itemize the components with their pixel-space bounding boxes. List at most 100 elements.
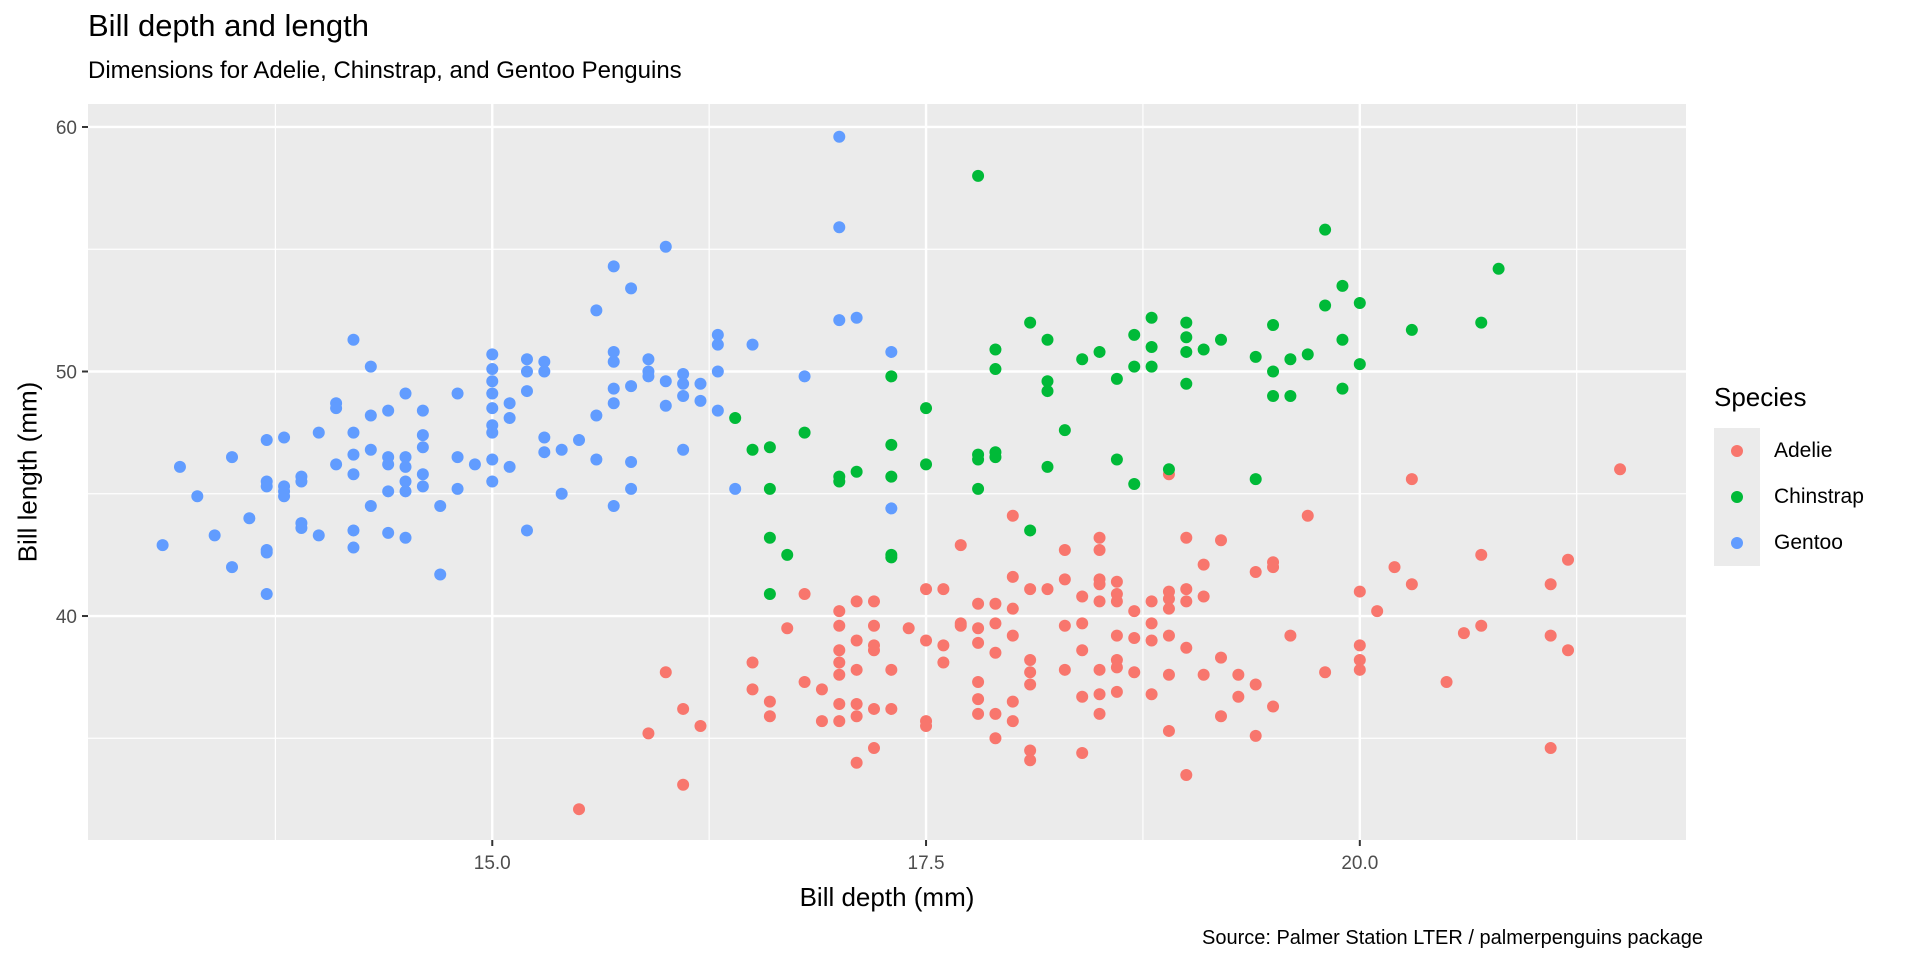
point-adelie xyxy=(798,588,811,601)
point-adelie xyxy=(1249,566,1262,579)
point-adelie xyxy=(1076,617,1089,630)
point-chinstrap xyxy=(1058,424,1071,437)
y-tick-label: 50 xyxy=(56,363,77,384)
x-tick-label: 15.0 xyxy=(474,853,511,874)
point-gentoo xyxy=(607,382,620,395)
point-adelie xyxy=(1145,595,1158,608)
point-chinstrap xyxy=(1041,375,1054,388)
point-gentoo xyxy=(399,460,412,473)
point-gentoo xyxy=(468,458,481,471)
point-gentoo xyxy=(520,385,533,398)
point-gentoo xyxy=(226,561,239,574)
point-gentoo xyxy=(191,490,204,503)
point-adelie xyxy=(867,702,880,715)
point-gentoo xyxy=(677,443,690,456)
point-chinstrap xyxy=(972,453,985,466)
point-adelie xyxy=(1232,690,1245,703)
point-chinstrap xyxy=(1267,389,1280,402)
point-chinstrap xyxy=(1145,341,1158,354)
point-adelie xyxy=(677,702,690,715)
point-gentoo xyxy=(503,460,516,473)
point-chinstrap xyxy=(1180,316,1193,329)
point-adelie xyxy=(1405,473,1418,486)
point-adelie xyxy=(1058,573,1071,586)
point-gentoo xyxy=(364,499,377,512)
point-adelie xyxy=(1562,553,1575,566)
point-gentoo xyxy=(312,529,325,542)
point-gentoo xyxy=(625,380,638,393)
point-chinstrap xyxy=(1041,460,1054,473)
legend-key xyxy=(1714,474,1760,520)
point-adelie xyxy=(1145,617,1158,630)
point-adelie xyxy=(1614,463,1627,476)
point-gentoo xyxy=(711,404,724,417)
point-gentoo xyxy=(486,453,499,466)
point-adelie xyxy=(1388,561,1401,574)
point-adelie xyxy=(972,693,985,706)
point-adelie xyxy=(1180,583,1193,596)
x-axis-label: Bill depth (mm) xyxy=(799,882,975,912)
chart-subtitle: Dimensions for Adelie, Chinstrap, and Ge… xyxy=(88,57,682,84)
point-adelie xyxy=(1093,531,1106,544)
point-chinstrap xyxy=(1128,328,1141,341)
point-adelie xyxy=(885,702,898,715)
point-adelie xyxy=(763,695,776,708)
point-gentoo xyxy=(607,345,620,358)
point-adelie xyxy=(1110,661,1123,674)
point-gentoo xyxy=(295,475,308,488)
point-adelie xyxy=(989,707,1002,720)
point-adelie xyxy=(972,636,985,649)
point-gentoo xyxy=(486,402,499,415)
point-adelie xyxy=(1110,629,1123,642)
point-adelie xyxy=(1284,629,1297,642)
point-gentoo xyxy=(590,304,603,317)
x-axis: 15.0 17.5 20.0 xyxy=(474,840,1378,874)
point-gentoo xyxy=(486,375,499,388)
point-adelie xyxy=(1093,688,1106,701)
point-chinstrap xyxy=(1319,299,1332,312)
point-adelie xyxy=(989,617,1002,630)
point-chinstrap xyxy=(989,363,1002,376)
point-gentoo xyxy=(260,433,273,446)
point-chinstrap xyxy=(1319,223,1332,236)
point-gentoo xyxy=(711,365,724,378)
point-gentoo xyxy=(347,333,360,346)
point-gentoo xyxy=(416,468,429,481)
point-gentoo xyxy=(503,411,516,424)
point-adelie xyxy=(850,595,863,608)
point-gentoo xyxy=(278,490,291,503)
point-adelie xyxy=(937,639,950,652)
point-adelie xyxy=(989,597,1002,610)
point-adelie xyxy=(1058,544,1071,557)
point-gentoo xyxy=(208,529,221,542)
point-adelie xyxy=(1371,605,1384,618)
point-gentoo xyxy=(625,455,638,468)
point-gentoo xyxy=(607,397,620,410)
point-adelie xyxy=(1319,666,1332,679)
legend-item-chinstrap: Chinstrap xyxy=(1714,474,1864,520)
point-adelie xyxy=(833,619,846,632)
point-chinstrap xyxy=(1197,343,1210,356)
point-chinstrap xyxy=(798,426,811,439)
legend-dot-icon xyxy=(1731,537,1743,549)
point-gentoo xyxy=(642,370,655,383)
point-adelie xyxy=(1180,641,1193,654)
point-adelie xyxy=(1006,695,1019,708)
point-adelie xyxy=(1128,632,1141,645)
point-gentoo xyxy=(451,482,464,495)
point-adelie xyxy=(833,698,846,711)
point-adelie xyxy=(1076,746,1089,759)
point-adelie xyxy=(850,634,863,647)
point-adelie xyxy=(867,644,880,657)
point-chinstrap xyxy=(1249,473,1262,486)
point-adelie xyxy=(1110,575,1123,588)
point-adelie xyxy=(798,676,811,689)
point-adelie xyxy=(1544,629,1557,642)
point-adelie xyxy=(920,720,933,733)
chart-title: Bill depth and length xyxy=(88,8,369,43)
point-adelie xyxy=(1024,744,1037,757)
point-adelie xyxy=(1145,634,1158,647)
point-gentoo xyxy=(347,448,360,461)
point-gentoo xyxy=(434,499,447,512)
